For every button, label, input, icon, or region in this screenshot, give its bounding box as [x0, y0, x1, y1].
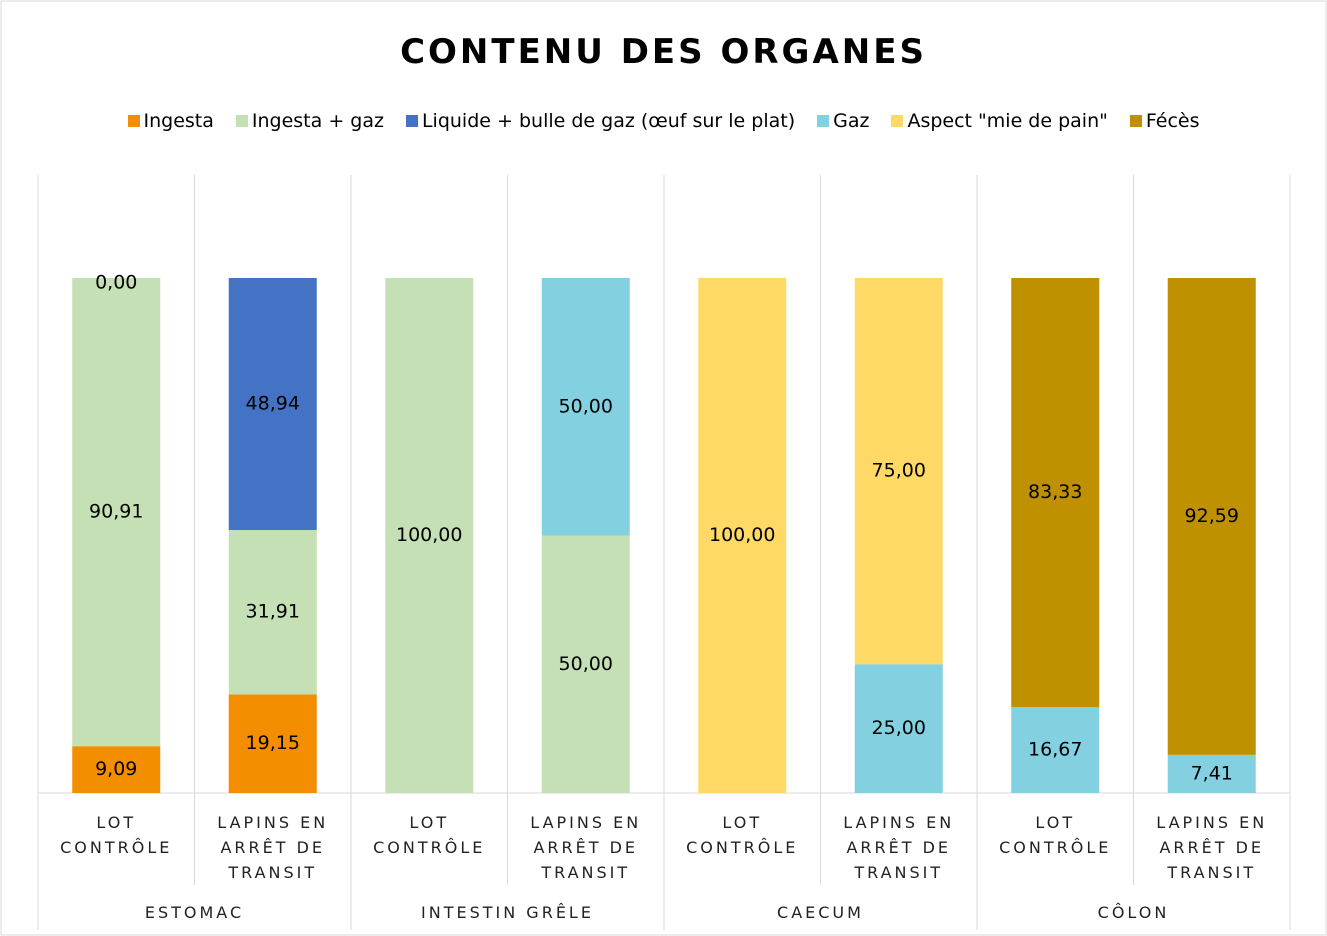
legend-item: Liquide + bulle de gaz (œuf sur le plat)	[405, 110, 796, 132]
bar-segment	[698, 278, 787, 793]
legend-swatch	[1129, 115, 1142, 127]
group-label: CAECUM	[777, 903, 864, 922]
legend-item: Ingesta	[127, 110, 214, 132]
group-label: ESTOMAC	[144, 903, 245, 922]
legend-label: Liquide + bulle de gaz (œuf sur le plat)	[421, 110, 796, 132]
data-label: 50,00	[559, 395, 613, 417]
legend-item: Aspect "mie de pain"	[891, 110, 1108, 132]
bar-segment	[385, 278, 474, 793]
legend-swatch	[891, 115, 904, 127]
group-label: INTESTIN GRÊLE	[421, 903, 594, 922]
data-label: 25,00	[872, 717, 926, 739]
bar-segment	[228, 694, 317, 793]
bar-segment	[228, 278, 317, 531]
legend-label: Aspect "mie de pain"	[907, 110, 1108, 132]
legend-swatch	[817, 115, 830, 127]
chart-title: CONTENU DES ORGANES	[400, 32, 927, 72]
legend: Ingesta Ingesta + gaz Liquide + bulle de g…	[0, 110, 1327, 132]
data-label: 50,00	[559, 653, 613, 675]
data-label: 90,91	[89, 501, 143, 523]
data-label: 100,00	[709, 524, 775, 546]
data-label: 0,00	[95, 272, 137, 294]
bar-segment	[1167, 278, 1256, 755]
data-label: 48,94	[246, 393, 300, 415]
data-label: 19,15	[246, 732, 300, 754]
bar-segment	[1167, 754, 1256, 793]
x-tick-label: LOT CONTRÔLE	[686, 813, 799, 857]
data-label: 31,91	[246, 601, 300, 623]
bar-segment	[1011, 278, 1100, 708]
data-label: 83,33	[1028, 481, 1082, 503]
data-label: 9,09	[95, 758, 137, 780]
legend-label: Fécès	[1145, 110, 1200, 132]
data-label: 16,67	[1028, 739, 1082, 761]
x-tick-label: LAPINS EN ARRÊT DE TRANSIT	[843, 813, 955, 882]
bar-segment	[854, 664, 943, 793]
bar-segment	[1011, 707, 1100, 793]
legend-swatch	[127, 115, 140, 127]
legend-item: Ingesta + gaz	[235, 110, 384, 132]
x-tick-label: LOT CONTRÔLE	[60, 813, 173, 857]
bar-segment	[541, 278, 630, 536]
legend-item: Gaz	[817, 110, 869, 132]
bar-segment	[228, 530, 317, 695]
bar-segment	[854, 278, 943, 665]
legend-label: Gaz	[833, 110, 870, 132]
legend-label: Ingesta + gaz	[251, 110, 384, 132]
group-label: CÔLON	[1097, 903, 1170, 922]
legend-swatch	[235, 115, 248, 127]
data-label: 7,41	[1191, 762, 1233, 784]
legend-label: Ingesta	[143, 110, 214, 132]
x-tick-label: LAPINS EN ARRÊT DE TRANSIT	[530, 813, 642, 882]
bar-segment	[72, 746, 161, 793]
x-tick-label: LAPINS EN ARRÊT DE TRANSIT	[217, 813, 329, 882]
x-tick-label: LOT CONTRÔLE	[373, 813, 486, 857]
bar-segment	[541, 535, 630, 793]
legend-item: Fécès	[1129, 110, 1200, 132]
x-tick-label: LAPINS EN ARRÊT DE TRANSIT	[1156, 813, 1268, 882]
x-tick-label: LOT CONTRÔLE	[999, 813, 1112, 857]
data-label: 75,00	[872, 460, 926, 482]
data-label: 100,00	[396, 524, 462, 546]
legend-swatch	[405, 115, 418, 127]
data-label: 92,59	[1185, 505, 1239, 527]
bar-segment	[72, 278, 161, 747]
